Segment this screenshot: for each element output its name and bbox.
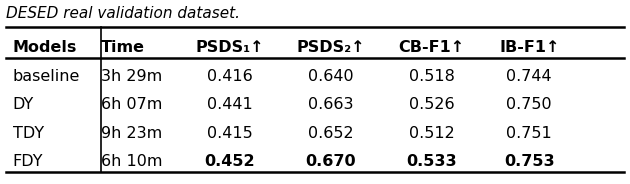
Text: FDY: FDY [13, 154, 43, 169]
Text: 0.452: 0.452 [205, 154, 255, 169]
Text: 9h 23m: 9h 23m [101, 126, 162, 141]
Text: 0.744: 0.744 [507, 69, 552, 84]
Text: 0.512: 0.512 [409, 126, 454, 141]
Text: PSDS₁↑: PSDS₁↑ [196, 40, 264, 55]
Text: CB-F1↑: CB-F1↑ [399, 40, 464, 55]
Text: 0.670: 0.670 [306, 154, 356, 169]
Text: PSDS₂↑: PSDS₂↑ [297, 40, 365, 55]
Text: 0.751: 0.751 [507, 126, 552, 141]
Text: DY: DY [13, 97, 34, 112]
Text: 0.441: 0.441 [207, 97, 253, 112]
Text: TDY: TDY [13, 126, 43, 141]
Text: 0.416: 0.416 [207, 69, 253, 84]
Text: DESED real validation dataset.: DESED real validation dataset. [6, 6, 240, 21]
Text: 6h 07m: 6h 07m [101, 97, 162, 112]
Text: 3h 29m: 3h 29m [101, 69, 162, 84]
Text: 0.663: 0.663 [308, 97, 353, 112]
Text: baseline: baseline [13, 69, 80, 84]
Text: 0.652: 0.652 [308, 126, 353, 141]
Text: 0.753: 0.753 [504, 154, 554, 169]
Text: 0.640: 0.640 [308, 69, 353, 84]
Text: 0.518: 0.518 [409, 69, 454, 84]
Text: 0.750: 0.750 [507, 97, 552, 112]
Text: 0.526: 0.526 [409, 97, 454, 112]
Text: IB-F1↑: IB-F1↑ [499, 40, 559, 55]
Text: 0.415: 0.415 [207, 126, 253, 141]
Text: Models: Models [13, 40, 77, 55]
Text: 0.533: 0.533 [406, 154, 457, 169]
Text: Time: Time [101, 40, 145, 55]
Text: 6h 10m: 6h 10m [101, 154, 163, 169]
